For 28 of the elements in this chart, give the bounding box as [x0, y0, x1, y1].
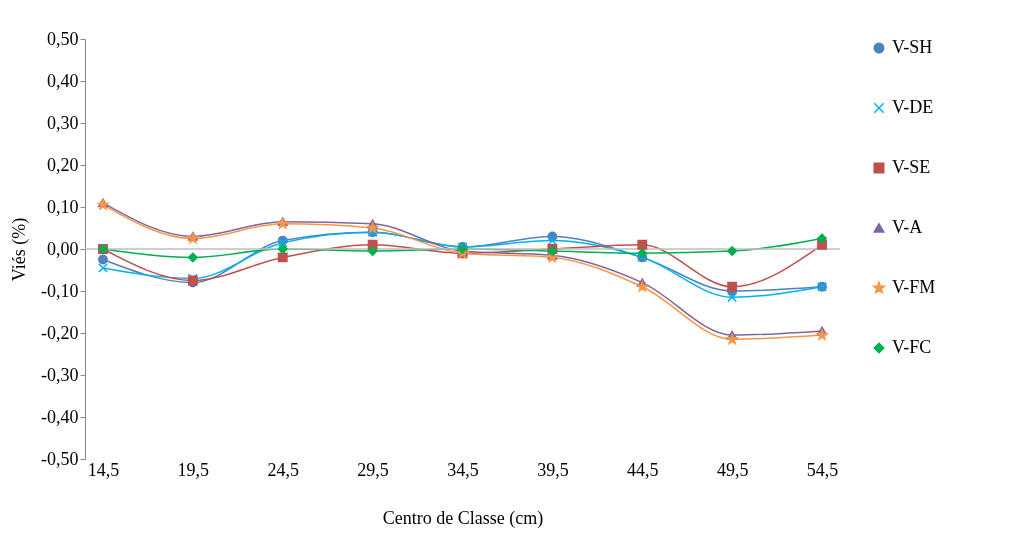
y-tick-label: 0,30: [47, 112, 79, 133]
y-tick-label: -0,30: [41, 364, 79, 385]
legend-label: V-A: [892, 217, 923, 237]
x-tick-label: 29,5: [357, 459, 389, 480]
y-tick-label: -0,10: [41, 280, 79, 301]
x-tick-label: 24,5: [267, 459, 299, 480]
x-tick-label: 44,5: [627, 459, 659, 480]
y-tick-label: 0,10: [47, 196, 79, 217]
y-tick-label: 0,40: [47, 70, 79, 91]
y-tick-label: -0,40: [41, 406, 79, 427]
x-tick-label: 19,5: [177, 459, 210, 480]
x-axis-title: Centro de Classe (cm): [382, 507, 544, 529]
y-tick-label: 0,00: [47, 238, 79, 259]
x-tick-label: 54,5: [806, 459, 839, 480]
x-tick-label: 34,5: [447, 459, 479, 480]
x-tick-label: 14,5: [87, 459, 120, 480]
y-axis-title: Viés (%): [9, 217, 31, 282]
legend-label: V-DE: [892, 97, 934, 117]
legend-label: V-SE: [892, 157, 931, 177]
y-tick-label: -0,20: [41, 322, 79, 343]
legend-label: V-FM: [892, 277, 936, 297]
x-tick-label: 39,5: [537, 459, 569, 480]
y-tick-label: -0,50: [41, 448, 79, 469]
y-tick-label: 0,50: [47, 28, 79, 49]
legend-label: V-SH: [892, 37, 933, 57]
y-tick-label: 0,20: [47, 154, 79, 175]
legend-label: V-FC: [892, 337, 932, 357]
x-tick-label: 49,5: [716, 459, 749, 480]
